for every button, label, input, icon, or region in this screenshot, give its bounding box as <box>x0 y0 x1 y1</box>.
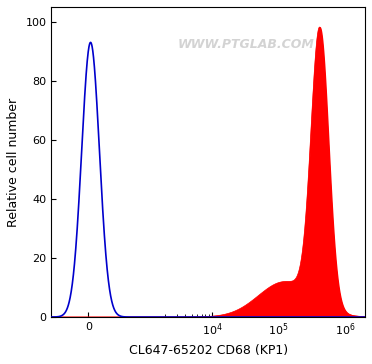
X-axis label: CL647-65202 CD68 (KP1): CL647-65202 CD68 (KP1) <box>129 344 288 357</box>
Y-axis label: Relative cell number: Relative cell number <box>7 98 20 226</box>
Text: WWW.PTGLAB.COM: WWW.PTGLAB.COM <box>177 37 314 51</box>
